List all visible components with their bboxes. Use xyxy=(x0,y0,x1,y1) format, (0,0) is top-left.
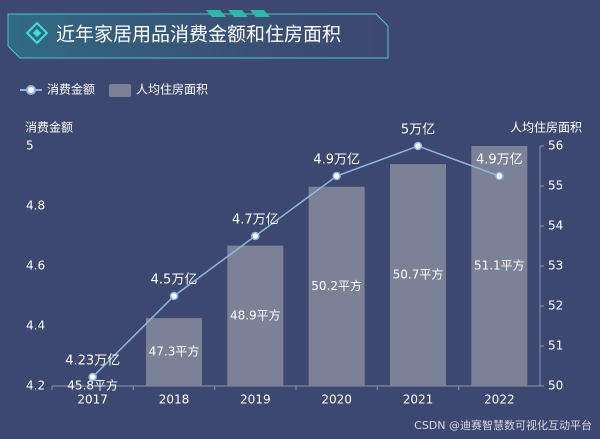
bar-value-label: 47.3平方 xyxy=(149,344,200,359)
y2-tick-label: 54 xyxy=(548,219,563,233)
bar xyxy=(308,186,365,386)
y2-tick-label: 50 xyxy=(548,379,563,393)
y2-axis-title: 人均住房面积 xyxy=(510,120,582,135)
line-value-label: 4.9万亿 xyxy=(476,153,523,168)
line-point xyxy=(495,171,504,181)
chart-title: 近年家居用品消费金额和住房面积 xyxy=(56,24,341,46)
line-value-label: 4.7万亿 xyxy=(232,213,279,228)
title-icon xyxy=(25,21,49,45)
line xyxy=(92,145,500,378)
y-tick-label: 5 xyxy=(26,139,34,153)
legend-label: 人均住房面积 xyxy=(136,82,208,97)
legend-marker xyxy=(26,85,36,95)
x-tick-label: 2020 xyxy=(321,393,352,407)
line-point xyxy=(88,372,97,382)
bar-value-label: 50.7平方 xyxy=(393,267,444,282)
bar-value-label: 51.1平方 xyxy=(474,258,525,273)
x-tick-label: 2018 xyxy=(159,393,190,407)
y-axis-title: 消费金额 xyxy=(25,120,73,135)
y2-tick-label: 55 xyxy=(548,179,563,193)
title-banner xyxy=(7,13,389,59)
y2-tick-label: 52 xyxy=(548,299,563,313)
y2-tick-label: 56 xyxy=(548,139,563,153)
decor xyxy=(228,10,248,17)
x-tick-label: 2021 xyxy=(403,393,434,407)
x-tick-label: 2017 xyxy=(77,393,108,407)
x-tick-label: 2022 xyxy=(484,393,515,407)
decor xyxy=(250,10,270,17)
line-value-label: 4.23万亿 xyxy=(65,354,120,369)
legend-swatch xyxy=(109,84,132,97)
bar-value-label: 45.8平方 xyxy=(67,378,118,393)
y2-tick-label: 53 xyxy=(548,259,563,273)
legend-item: 人均住房面积 xyxy=(109,82,208,97)
line-value-label: 5万亿 xyxy=(401,123,435,138)
bar-value-label: 50.2平方 xyxy=(311,278,362,293)
y-tick-label: 4.4 xyxy=(26,319,45,333)
line-value-label: 4.5万亿 xyxy=(151,273,198,288)
line-point xyxy=(169,291,179,301)
bar xyxy=(227,245,284,386)
y-tick-label: 4.8 xyxy=(26,199,45,213)
legend-label: 消费金额 xyxy=(47,82,95,97)
bar xyxy=(146,318,202,386)
x-tick-label: 2019 xyxy=(240,393,271,407)
bar-value-label: 48.9平方 xyxy=(230,307,281,322)
legend-item: 消费金额 xyxy=(20,82,95,97)
y-tick-label: 4.2 xyxy=(26,379,45,393)
bar xyxy=(471,146,528,386)
y2-tick-label: 51 xyxy=(548,339,563,353)
decor xyxy=(206,10,226,17)
line-point xyxy=(413,141,423,151)
line-point xyxy=(332,171,341,181)
line-point xyxy=(251,231,260,241)
line-value-label: 4.9万亿 xyxy=(313,153,360,168)
y-tick-label: 4.6 xyxy=(26,259,45,273)
bar xyxy=(390,164,446,386)
watermark: CSDN @迪赛智慧数可视化互动平台 xyxy=(414,418,592,432)
